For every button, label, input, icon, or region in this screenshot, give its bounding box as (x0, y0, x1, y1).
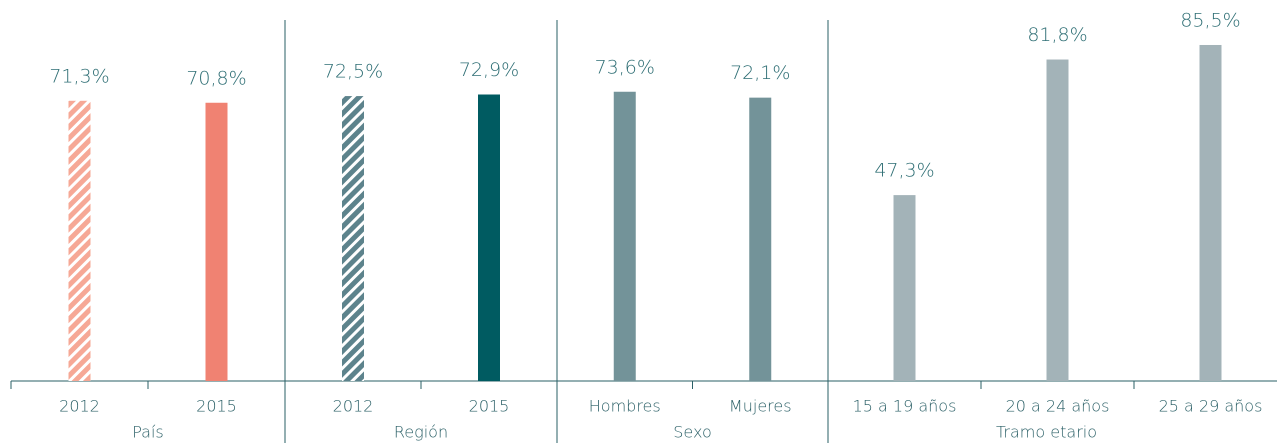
bar (1046, 59, 1069, 381)
bar (478, 94, 500, 382)
group-label: Región (394, 423, 448, 442)
x-tick-label: 2012 (333, 397, 374, 416)
bar (613, 91, 636, 381)
x-tick-label: 2015 (469, 397, 510, 416)
x-tick-label: 2015 (196, 397, 237, 416)
x-tick-label: Hombres (589, 397, 661, 416)
value-label: 72,1% (730, 62, 790, 84)
group-label: País (132, 423, 164, 442)
bar (749, 97, 772, 381)
x-tick-label: 2012 (59, 397, 100, 416)
value-label: 71,3% (49, 65, 109, 87)
value-label: 47,3% (874, 160, 934, 182)
value-label: 73,6% (595, 56, 655, 78)
bar (342, 96, 364, 381)
bar (893, 195, 916, 381)
value-label: 85,5% (1180, 9, 1240, 31)
group-label: Sexo (673, 423, 711, 442)
value-label: 70,8% (186, 67, 246, 89)
bar (68, 100, 91, 381)
x-tick-label: 15 a 19 años (853, 397, 957, 416)
value-label: 81,8% (1027, 24, 1087, 46)
group-label: Tramo etario (996, 423, 1097, 442)
x-tick-label: 20 a 24 años (1006, 397, 1110, 416)
value-label: 72,5% (323, 61, 383, 83)
x-tick-label: Mujeres (729, 397, 792, 416)
x-tick-label: 25 a 29 años (1159, 397, 1263, 416)
bar (1199, 44, 1222, 382)
value-label: 72,9% (459, 59, 519, 81)
bar (205, 102, 228, 382)
